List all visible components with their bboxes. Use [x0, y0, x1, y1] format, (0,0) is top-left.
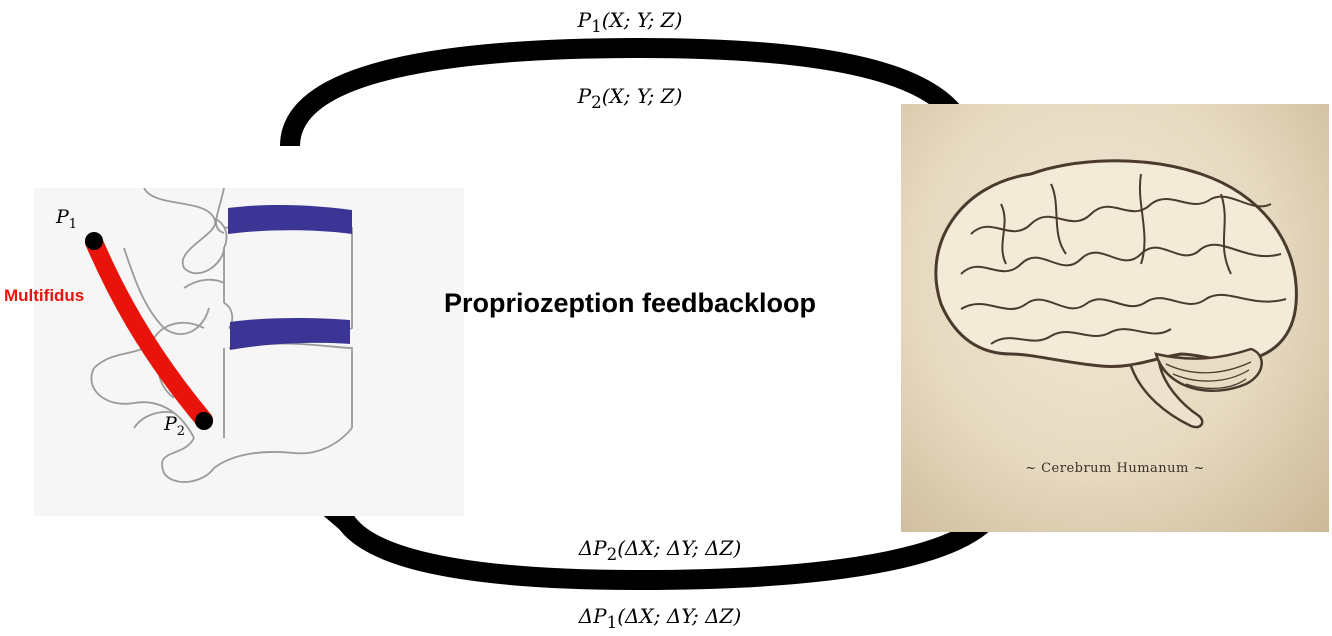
point-p2-marker	[195, 412, 213, 430]
spine-illustration	[34, 187, 464, 516]
top-formula-1-sub: 1	[591, 17, 602, 36]
point-p1-label: P1	[56, 206, 77, 232]
point-p1-marker	[85, 232, 103, 250]
top-formula-1-var: P	[577, 8, 592, 32]
disc-lower	[230, 318, 350, 350]
top-formula-2-var: P	[577, 84, 592, 108]
bottom-formula-2: ΔP1(ΔX; ΔY; ΔZ)	[540, 604, 780, 632]
bottom-formula-2-args: (ΔX; ΔY; ΔZ)	[617, 604, 742, 628]
multifidus-muscle	[85, 233, 213, 429]
bottom-formula-2-sub: 1	[606, 613, 618, 632]
bottom-formula-1-args: (ΔX; ΔY; ΔZ)	[617, 536, 742, 560]
top-formula-1: P1(X; Y; Z)	[520, 8, 740, 36]
top-formula-2-args: (X; Y; Z)	[601, 84, 683, 108]
multifidus-label: Multifidus	[4, 286, 85, 305]
point-p1-sub: 1	[68, 216, 78, 232]
brain-drawing	[934, 159, 1298, 429]
point-p2-sub: 2	[176, 423, 186, 439]
brain-illustration: ~ Cerebrum Humanum ~	[901, 104, 1329, 532]
top-formula-1-args: (X; Y; Z)	[601, 8, 683, 32]
bottom-formula-1-var: ΔP	[578, 536, 607, 560]
point-p2-var: P	[164, 413, 177, 435]
bottom-arrow-body	[336, 488, 1010, 591]
diagram-title: Propriozeption feedbackloop	[443, 288, 817, 318]
top-arrow-body	[280, 37, 969, 147]
top-formula-2-sub: 2	[591, 93, 602, 112]
brain-caption: ~ Cerebrum Humanum ~	[1025, 461, 1205, 476]
bottom-formula-1-sub: 2	[606, 545, 618, 564]
bottom-formula-1: ΔP2(ΔX; ΔY; ΔZ)	[540, 536, 780, 564]
point-p1-var: P	[56, 206, 69, 228]
bottom-formula-2-var: ΔP	[578, 604, 607, 628]
disc-upper	[228, 204, 352, 234]
spine-drawing	[85, 187, 353, 483]
point-p2-label: P2	[164, 413, 185, 439]
top-formula-2: P2(X; Y; Z)	[520, 84, 740, 112]
